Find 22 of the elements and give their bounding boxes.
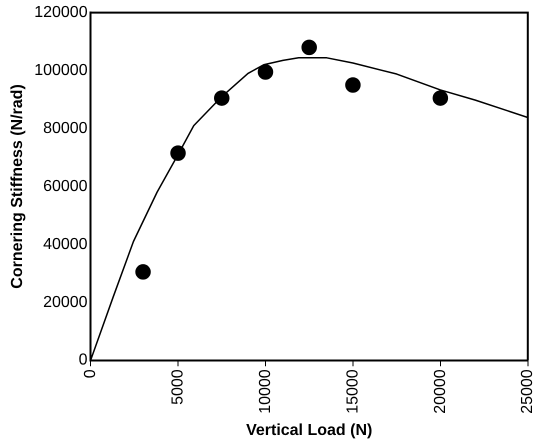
y-tick-label: 120000 bbox=[34, 4, 88, 22]
x-tick-label: 5000 bbox=[169, 369, 186, 405]
point bbox=[214, 90, 230, 106]
x-tick-label: 15000 bbox=[344, 369, 362, 414]
point bbox=[258, 64, 274, 80]
point bbox=[170, 145, 186, 161]
y-tick-label: 60000 bbox=[43, 178, 88, 195]
x-tick-label: 20000 bbox=[432, 369, 449, 414]
x-axis-title: Vertical Load (N) bbox=[246, 422, 372, 439]
y-axis-title: Cornering Stiffness (N/rad) bbox=[9, 84, 26, 289]
y-tick-label: 0 bbox=[78, 352, 88, 369]
point bbox=[301, 40, 317, 56]
point bbox=[135, 264, 151, 280]
y-tick-label: 40000 bbox=[43, 236, 88, 253]
x-tick-label: 25000 bbox=[519, 369, 536, 414]
x-tick-label: 0 bbox=[82, 369, 99, 378]
point bbox=[432, 90, 448, 106]
y-tick-label: 80000 bbox=[43, 120, 88, 137]
y-tick-label: 100000 bbox=[34, 62, 88, 79]
x-tick-label: 10000 bbox=[256, 369, 274, 414]
y-tick-label: 20000 bbox=[43, 294, 88, 311]
point bbox=[345, 77, 361, 93]
